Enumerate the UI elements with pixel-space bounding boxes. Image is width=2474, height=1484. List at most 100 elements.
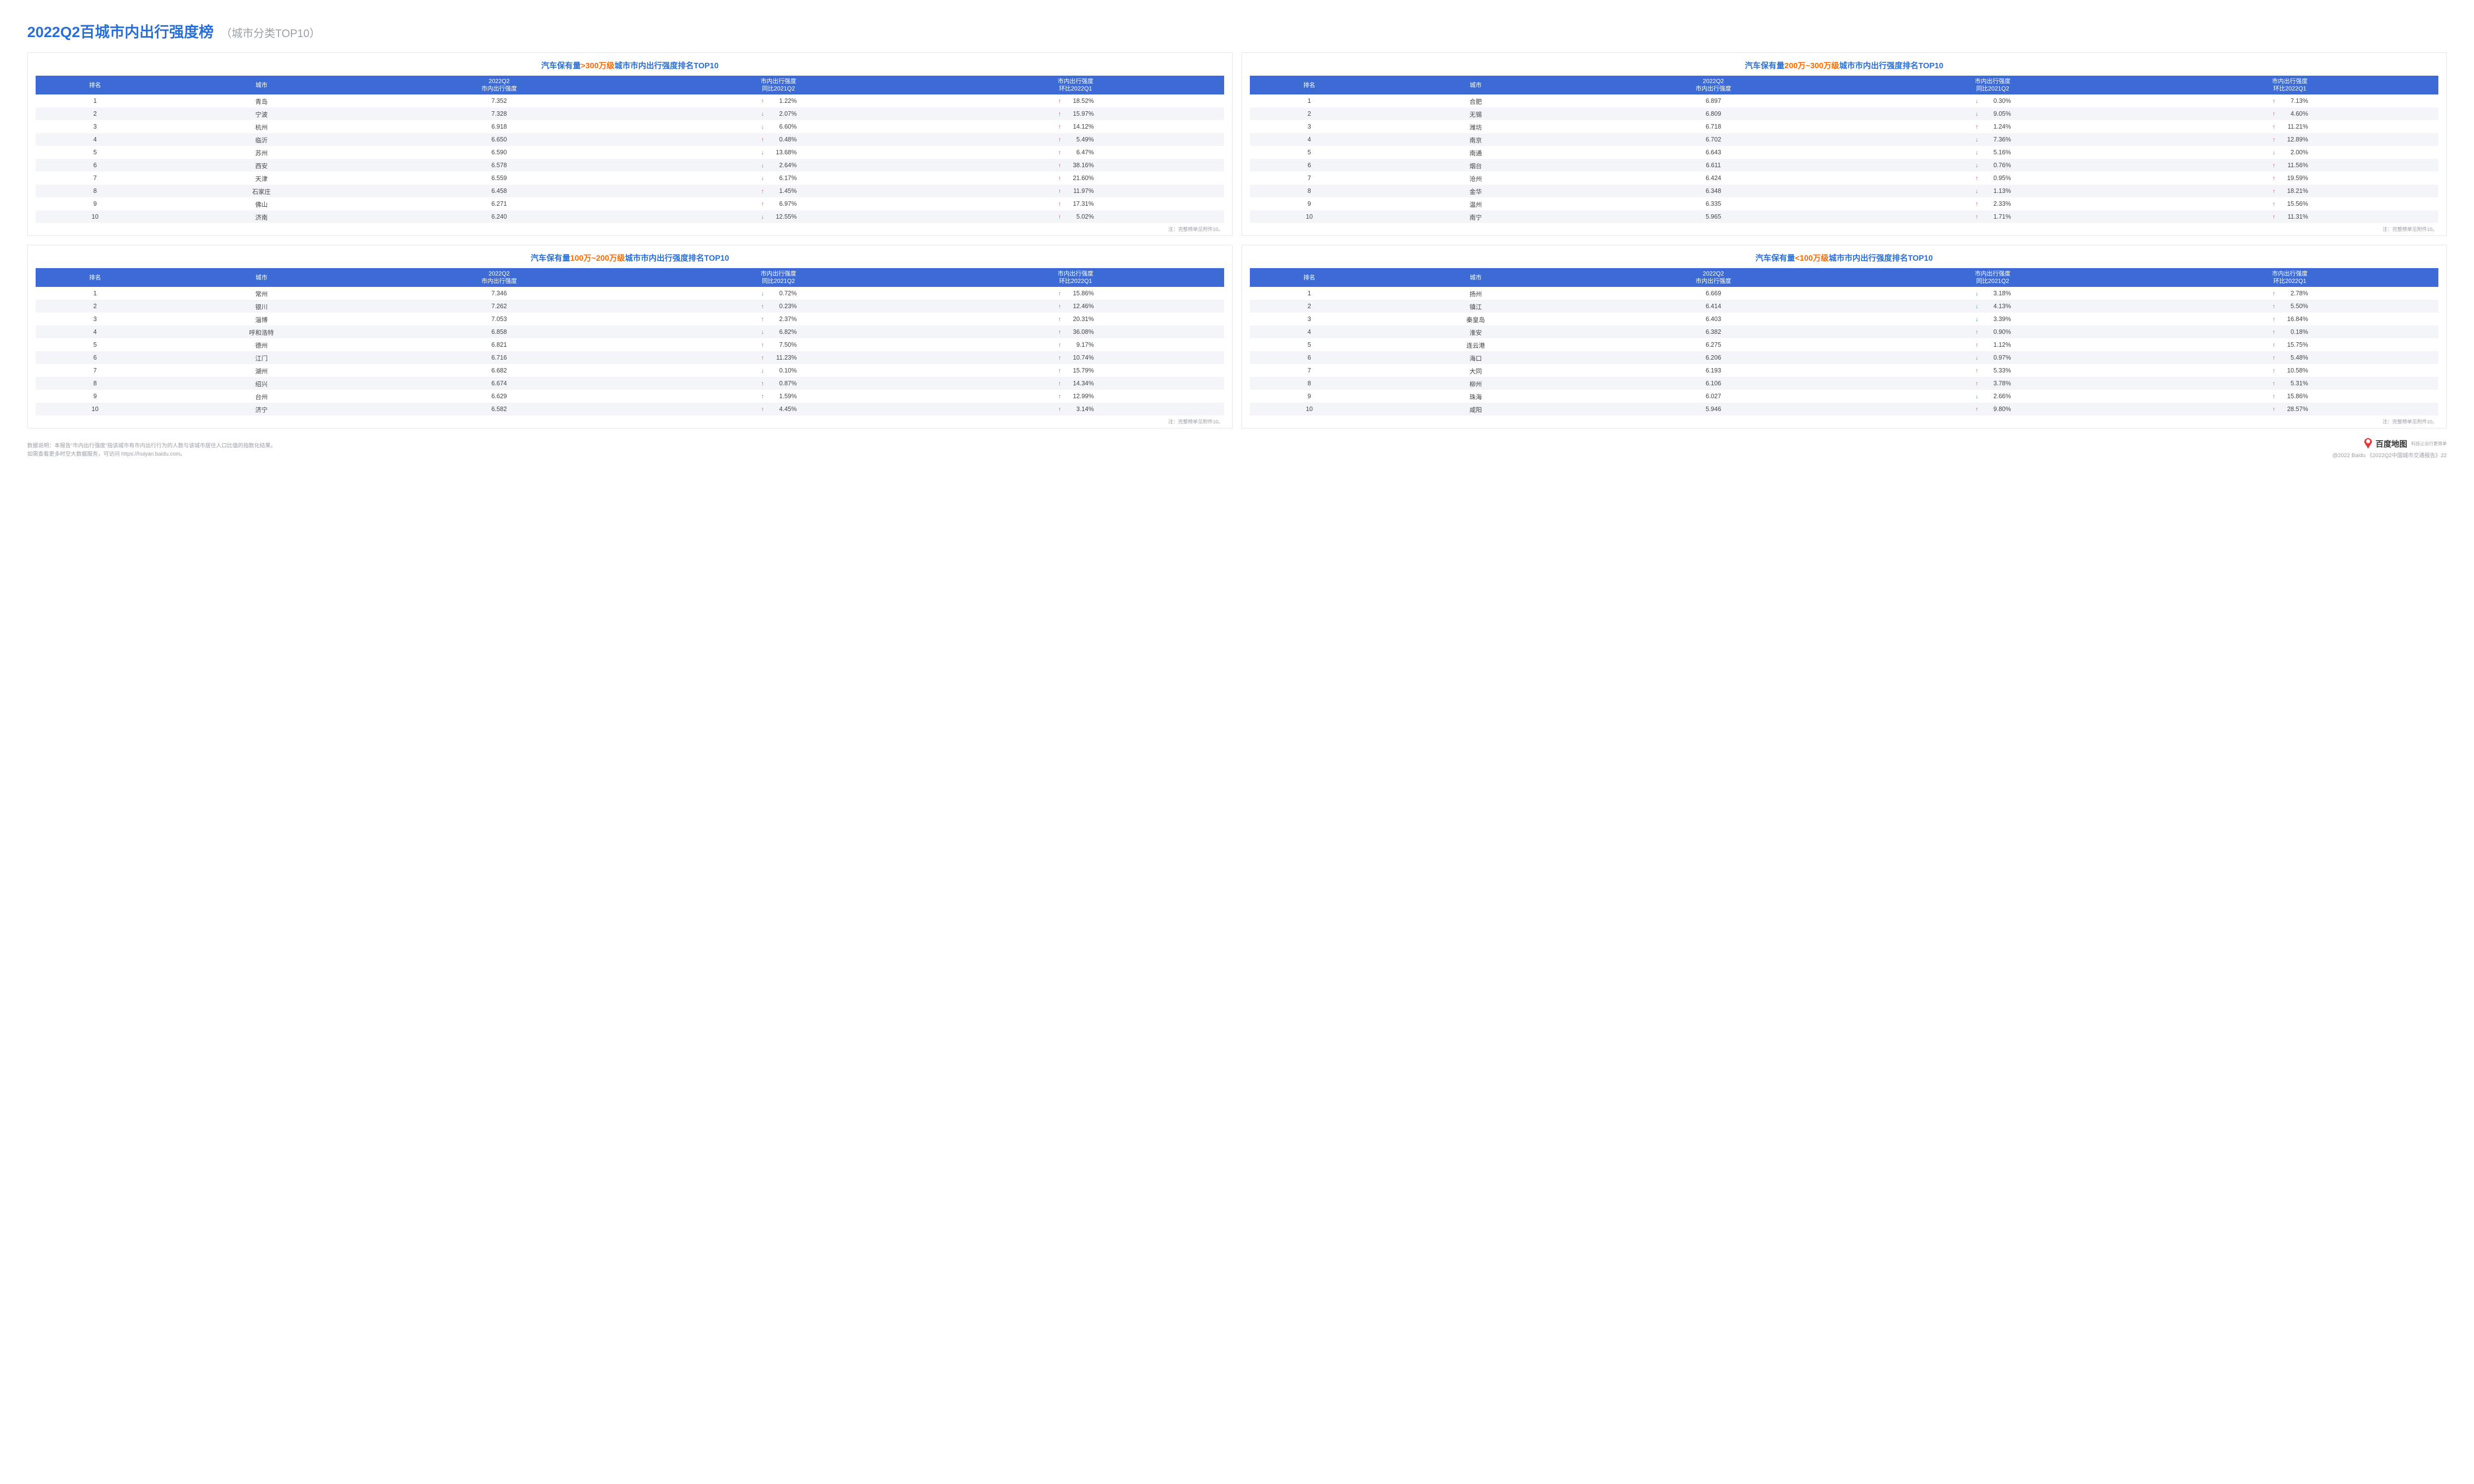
yoy-pct: 1.71%: [1983, 213, 2011, 220]
cell-value: 6.348: [1583, 185, 1844, 197]
cell-city: 青岛: [154, 94, 368, 107]
cell-value: 5.946: [1583, 403, 1844, 416]
cell-rank: 8: [1250, 377, 1369, 390]
yoy-pct: 7.50%: [769, 341, 797, 348]
cell-rank: 7: [1250, 172, 1369, 185]
arrow-up-icon: ↑: [1057, 149, 1062, 155]
qoq-pct: 5.48%: [2281, 354, 2308, 361]
qoq-pct: 11.21%: [2281, 123, 2308, 130]
cell-value: 6.682: [369, 364, 630, 377]
panel-title-part: 城市市内出行强度排名TOP10: [1839, 62, 1943, 70]
cell-value: 6.206: [1583, 351, 1844, 364]
arrow-down-icon: ↓: [1974, 98, 1979, 104]
th-rank: 排名: [1250, 268, 1369, 287]
cell-value: 6.424: [1583, 172, 1844, 185]
cell-rank: 2: [36, 107, 154, 120]
cell-city: 扬州: [1369, 287, 1582, 300]
cell-rank: 9: [1250, 390, 1369, 403]
cell-value: 6.858: [369, 325, 630, 338]
cell-value: 6.716: [369, 351, 630, 364]
cell-rank: 9: [1250, 197, 1369, 210]
qoq-pct: 3.14%: [1066, 406, 1094, 413]
arrow-down-icon: ↓: [760, 290, 765, 296]
arrow-down-icon: ↓: [1974, 290, 1979, 296]
table-row: 4 临沂 6.650 ↑ 0.48% ↑ 5.49%: [36, 133, 1224, 146]
cell-qoq: ↑ 19.59%: [2141, 172, 2438, 185]
qoq-pct: 5.31%: [2281, 380, 2308, 387]
cell-value: 6.193: [1583, 364, 1844, 377]
cell-qoq: ↑ 15.86%: [2141, 390, 2438, 403]
cell-yoy: ↑ 1.24%: [1844, 120, 2141, 133]
arrow-up-icon: ↑: [1057, 342, 1062, 348]
cell-qoq: ↑ 10.74%: [927, 351, 1224, 364]
cell-yoy: ↓ 0.76%: [1844, 159, 2141, 172]
panel-note: 注：完整榜单见附件10。: [1250, 223, 2438, 233]
arrow-down-icon: ↓: [1974, 303, 1979, 309]
cell-qoq: ↑ 20.31%: [927, 313, 1224, 325]
yoy-pct: 3.39%: [1983, 316, 2011, 323]
cell-value: 6.414: [1583, 300, 1844, 313]
cell-yoy: ↑ 6.97%: [630, 197, 927, 210]
yoy-pct: 6.17%: [769, 175, 797, 182]
cell-city: 杭州: [154, 120, 368, 133]
cell-qoq: ↑ 12.99%: [927, 390, 1224, 403]
qoq-pct: 17.31%: [1066, 200, 1094, 207]
page-title-sub: （城市分类TOP10）: [221, 27, 320, 40]
cell-qoq: ↑ 36.08%: [927, 325, 1224, 338]
cell-qoq: ↑ 16.84%: [2141, 313, 2438, 325]
cell-value: 6.106: [1583, 377, 1844, 390]
footer-note-2: 如需查看更多时空大数据服务，可访问 https://huiyan.baidu.c…: [27, 450, 276, 459]
arrow-up-icon: ↑: [1057, 98, 1062, 104]
th-qoq: 市内出行强度环比2022Q1: [2141, 76, 2438, 94]
cell-city: 呼和浩特: [154, 325, 368, 338]
panel-title: 汽车保有量100万~200万级城市市内出行强度排名TOP10: [36, 251, 1224, 263]
cell-qoq: ↑ 18.52%: [927, 94, 1224, 107]
cell-qoq: ↑ 5.02%: [927, 210, 1224, 223]
arrow-up-icon: ↑: [760, 380, 765, 386]
arrow-up-icon: ↑: [1057, 214, 1062, 220]
qoq-pct: 14.34%: [1066, 380, 1094, 387]
table-row: 7 大同 6.193 ↑ 5.33% ↑ 10.58%: [1250, 364, 2438, 377]
arrow-down-icon: ↓: [760, 368, 765, 373]
panel-title-part: 200万~300万级: [1784, 62, 1839, 70]
cell-yoy: ↓ 6.17%: [630, 172, 927, 185]
yoy-pct: 7.36%: [1983, 136, 2011, 143]
cell-qoq: ↑ 18.21%: [2141, 185, 2438, 197]
yoy-pct: 0.72%: [769, 290, 797, 297]
cell-qoq: ↑ 11.97%: [927, 185, 1224, 197]
table-row: 4 淮安 6.382 ↑ 0.90% ↑ 0.18%: [1250, 325, 2438, 338]
arrow-down-icon: ↓: [1974, 137, 1979, 142]
yoy-pct: 1.12%: [1983, 341, 2011, 348]
rank-panel: 汽车保有量<100万级城市市内出行强度排名TOP10 排名 城市 2022Q2市…: [1241, 245, 2447, 428]
cell-yoy: ↓ 7.36%: [1844, 133, 2141, 146]
yoy-pct: 3.78%: [1983, 380, 2011, 387]
panel-note: 注：完整榜单见附件10。: [36, 223, 1224, 233]
arrow-up-icon: ↑: [2272, 406, 2277, 412]
cell-city: 镇江: [1369, 300, 1582, 313]
cell-yoy: ↑ 9.80%: [1844, 403, 2141, 416]
cell-qoq: ↑ 5.31%: [2141, 377, 2438, 390]
footer-brand-block: 百度地图 科技让出行更简单 @2022 Baidu 《2022Q2中国城市交通报…: [2332, 437, 2447, 459]
cell-city: 合肥: [1369, 94, 1582, 107]
arrow-up-icon: ↑: [2272, 342, 2277, 348]
panel-title-part: >300万级: [581, 62, 615, 70]
yoy-pct: 6.97%: [769, 200, 797, 207]
qoq-pct: 2.00%: [2281, 149, 2308, 156]
cell-value: 6.578: [369, 159, 630, 172]
cell-value: 6.809: [1583, 107, 1844, 120]
cell-city: 台州: [154, 390, 368, 403]
yoy-pct: 2.66%: [1983, 393, 2011, 400]
arrow-up-icon: ↑: [2272, 137, 2277, 142]
rank-panel: 汽车保有量100万~200万级城市市内出行强度排名TOP10 排名 城市 202…: [27, 245, 1233, 428]
cell-rank: 1: [36, 94, 154, 107]
arrow-up-icon: ↑: [2272, 111, 2277, 117]
brand-tagline: 科技让出行更简单: [2411, 440, 2447, 447]
arrow-up-icon: ↑: [1974, 368, 1979, 373]
cell-yoy: ↓ 0.30%: [1844, 94, 2141, 107]
qoq-pct: 5.50%: [2281, 303, 2308, 310]
arrow-down-icon: ↓: [760, 214, 765, 220]
cell-value: 7.262: [369, 300, 630, 313]
cell-rank: 3: [1250, 313, 1369, 325]
panel-title-part: <100万级: [1795, 254, 1829, 263]
cell-value: 6.559: [369, 172, 630, 185]
